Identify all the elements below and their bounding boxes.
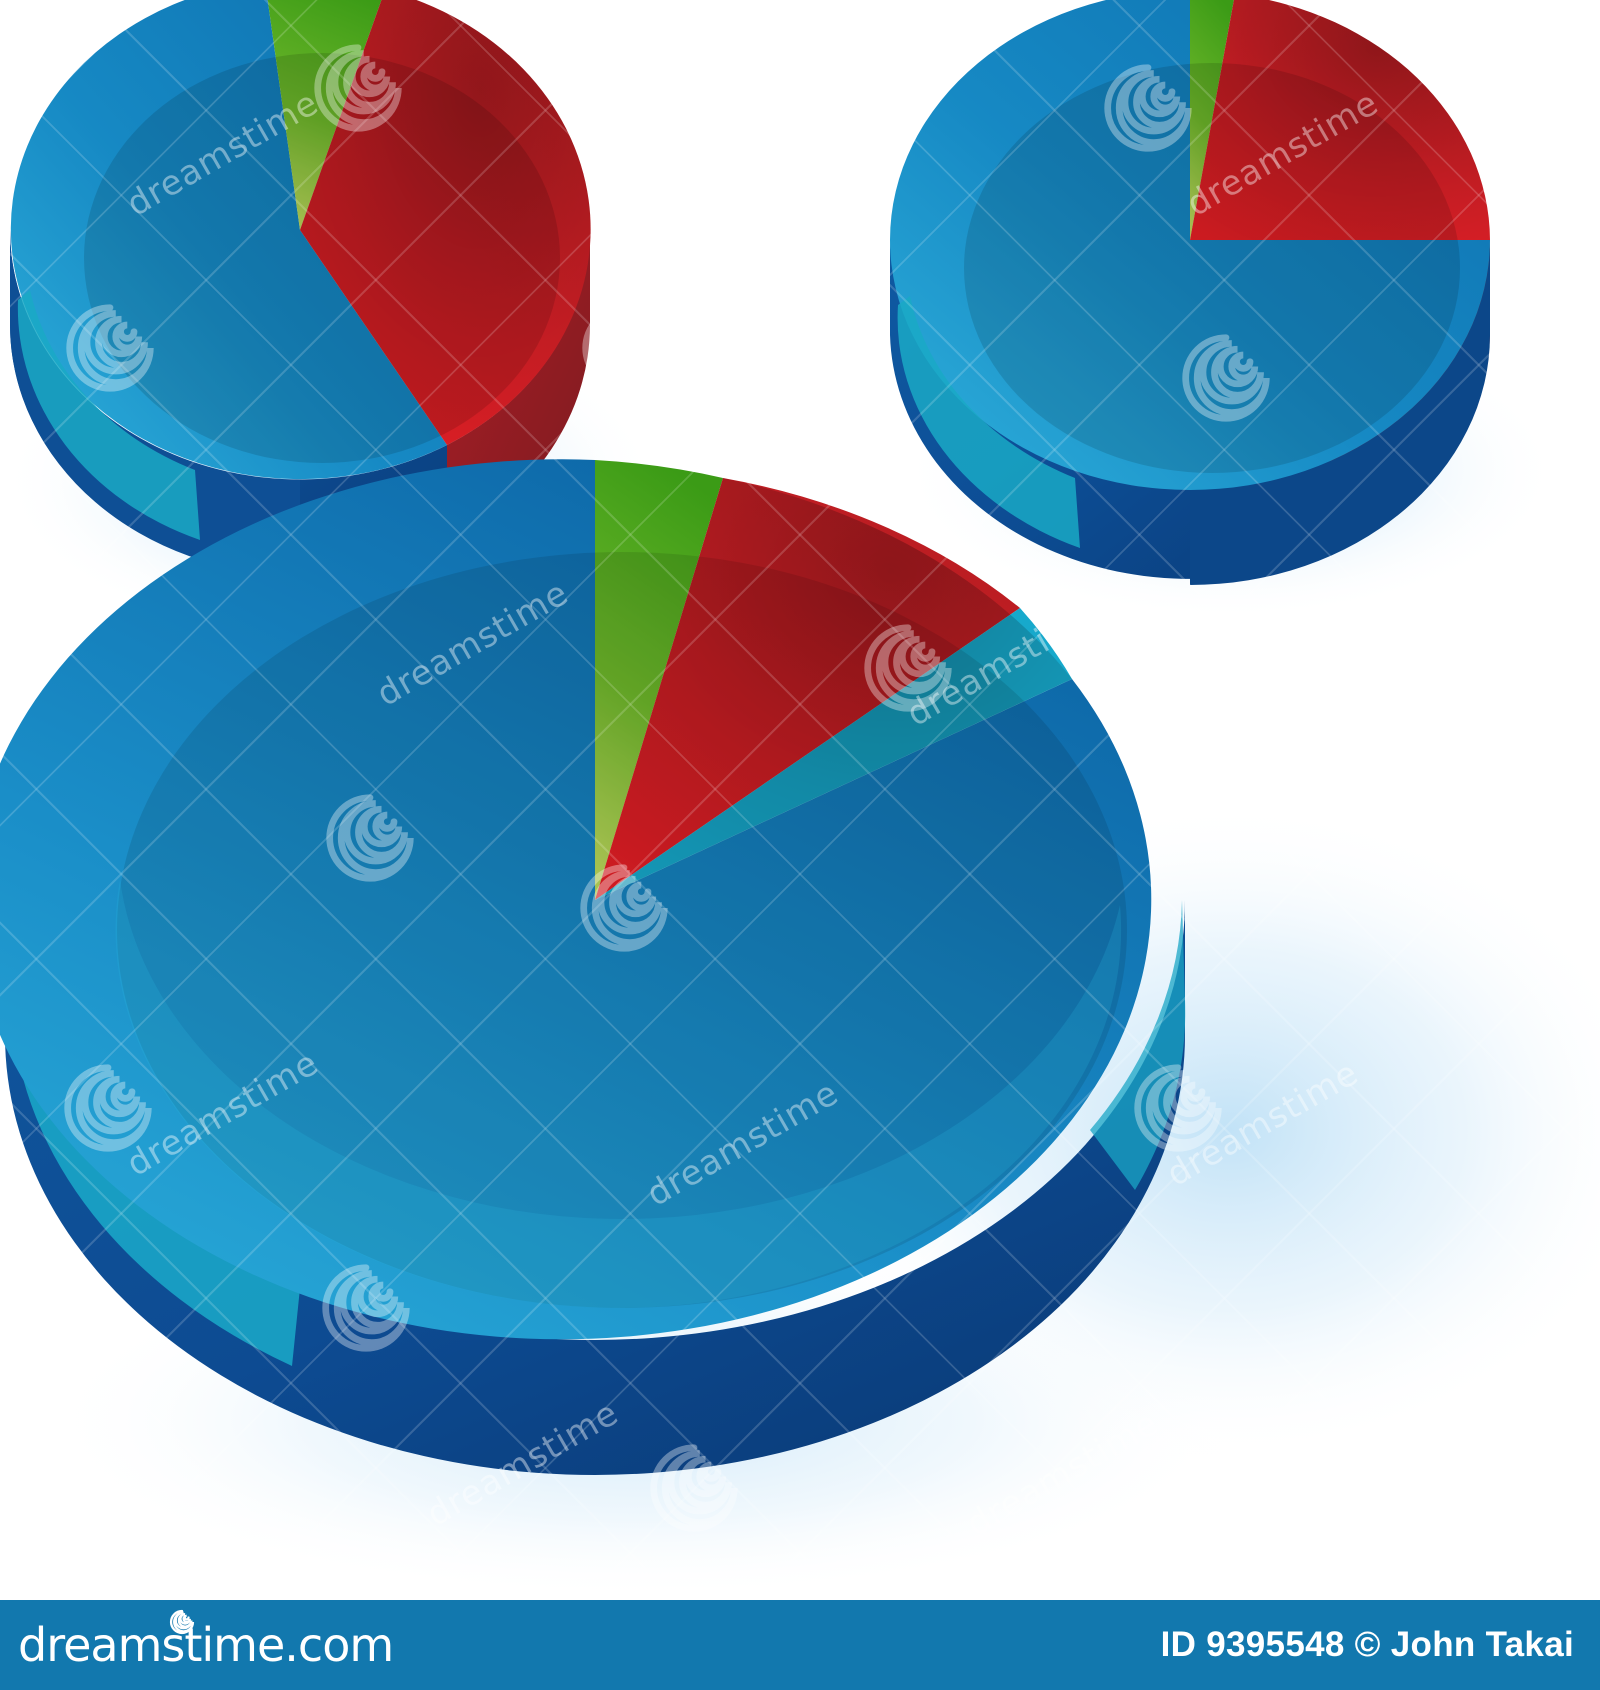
dreamstime-logo-text: dreamstime.com (18, 1618, 394, 1672)
pie-bottom-large[interactable] (0, 459, 1186, 1475)
pie-charts-artwork (0, 0, 1600, 1600)
pie-top-right-right-side (1190, 240, 1490, 585)
image-credit: ID 9395548 © John Takai (1160, 1625, 1574, 1664)
pie-bottom-large-bowl-light (115, 880, 1122, 1309)
pie-top-left[interactable] (10, 0, 591, 575)
pie-top-left-blue-side-left (10, 230, 300, 575)
pie-bottom-large-blue-slice[interactable] (0, 459, 1152, 1340)
pie-top-left-green-slice[interactable] (265, 0, 385, 230)
pie-bottom-large-green-slice[interactable] (595, 460, 723, 900)
pie-top-right-green-slice[interactable] (1190, 0, 1235, 240)
pie-bottom-large-cyan-rim-right (1090, 900, 1186, 1190)
footer-bar: dreamstime.com ID 9395548 © John Takai (0, 1600, 1600, 1690)
pie-top-left-inner-shade (300, 0, 591, 445)
pie-charts-svg (0, 0, 1600, 1600)
pie-top-right-cyan-highlight (897, 296, 1080, 548)
pie-top-right-inner-shade (1190, 0, 1490, 240)
pie-top-right[interactable] (890, 0, 1490, 585)
pie-bottom-large-inner-shade (595, 478, 1072, 900)
pie-top-right-bowl-shade (964, 63, 1460, 473)
spiral-icon (169, 1596, 195, 1635)
pie-top-left-bowl-shade (84, 53, 560, 463)
pie-top-left-red-side (447, 230, 590, 540)
pie-bottom-large-side (5, 900, 1185, 1475)
pie-top-left-cyan-highlight (17, 290, 200, 540)
pie-top-left-blue-slice[interactable] (10, 0, 447, 480)
pie-top-right-blue-slice[interactable] (890, 0, 1490, 490)
pie-bottom-large-bowl-shade (117, 552, 1127, 1308)
dreamstime-logo[interactable]: dreamstime.com (18, 1609, 394, 1672)
